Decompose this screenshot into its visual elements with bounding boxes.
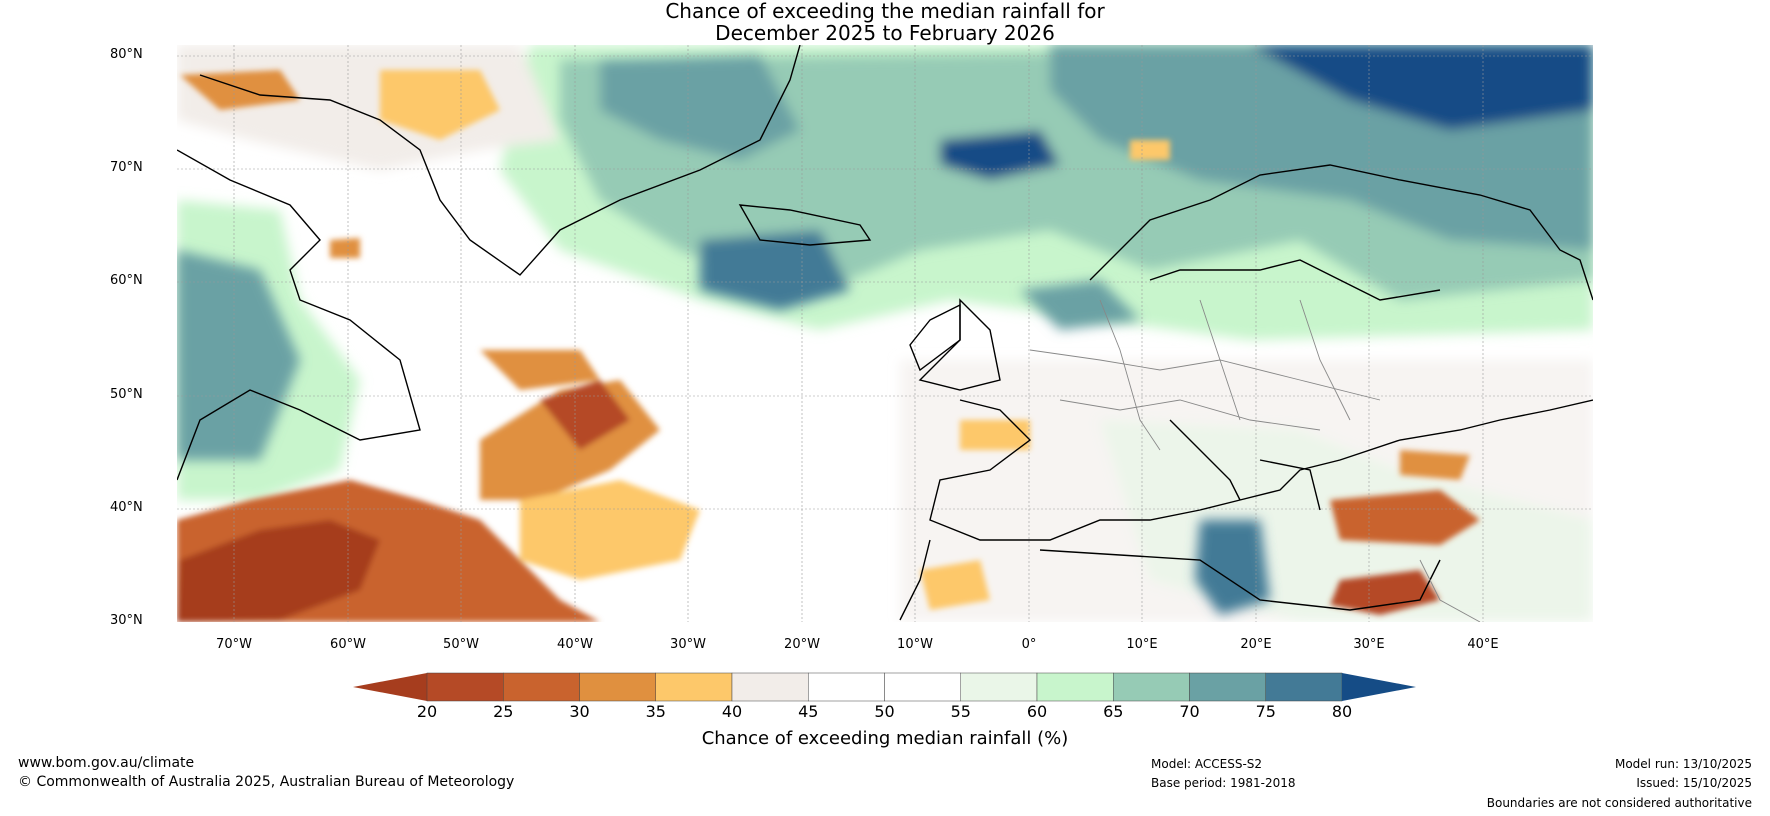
colorbar-tick-label: 40 xyxy=(721,702,743,721)
lon-label-20w: 20°W xyxy=(784,637,820,652)
colorbar-extend-high xyxy=(1342,673,1416,701)
colorbar-segment xyxy=(655,672,733,702)
colorbar-tick-label: 80 xyxy=(1331,702,1353,721)
map-title: Chance of exceeding the median rainfall … xyxy=(0,0,1770,44)
footer-website: www.bom.gov.au/climate xyxy=(18,755,195,771)
colorbar-segment xyxy=(1113,672,1190,702)
colorbar-tick-label: 30 xyxy=(569,702,590,721)
colorbar-tick-label: 55 xyxy=(950,702,971,721)
footer-model-run: Model run: 13/10/2025 xyxy=(1614,757,1752,771)
footer-base-period: Base period: 1981-2018 xyxy=(1151,776,1296,790)
colorbar-tick-label: 65 xyxy=(1103,702,1124,721)
colorbar-tick-label: 75 xyxy=(1255,702,1276,721)
lat-label-30n: 30°N xyxy=(110,613,143,628)
lon-label-10e: 10°E xyxy=(1126,637,1158,652)
lon-label-60w: 60°W xyxy=(330,637,366,652)
colorbar-segment xyxy=(808,672,885,702)
lat-label-40n: 40°N xyxy=(110,500,143,515)
footer-issued: Issued: 15/10/2025 xyxy=(1636,776,1752,790)
lon-label-50w: 50°W xyxy=(443,637,479,652)
map-field xyxy=(177,45,1593,622)
title-line-1: Chance of exceeding the median rainfall … xyxy=(665,0,1105,23)
borders xyxy=(1029,299,1481,622)
lon-label-0: 0° xyxy=(1021,637,1037,652)
colorbar-tick-label: 45 xyxy=(798,702,819,721)
colorbar-tick-label: 50 xyxy=(874,702,895,721)
lon-label-30e: 30°E xyxy=(1353,637,1385,652)
graticule xyxy=(177,45,1593,622)
colorbar-segment xyxy=(503,672,580,702)
colorbar-tick-label: 70 xyxy=(1179,702,1200,721)
colorbar-segment xyxy=(884,672,961,702)
title-line-2: December 2025 to February 2026 xyxy=(715,21,1055,45)
colorbar-segment xyxy=(426,672,504,702)
colorbar-label: Chance of exceeding median rainfall (%) xyxy=(701,728,1069,749)
colorbar-extend-low xyxy=(353,673,427,701)
footer-model: Model: ACCESS-S2 xyxy=(1151,757,1263,771)
lon-label-10w: 10°W xyxy=(897,637,933,652)
lat-label-70n: 70°N xyxy=(110,160,143,175)
colorbar-segment xyxy=(1189,672,1266,702)
lon-label-40w: 40°W xyxy=(557,637,593,652)
footer-disclaimer: Boundaries are not considered authoritat… xyxy=(1486,796,1752,810)
colorbar-tick-label: 25 xyxy=(493,702,514,721)
lat-label-80n: 80°N xyxy=(110,47,143,62)
lon-label-70w: 70°W xyxy=(216,637,252,652)
colorbar-segment xyxy=(1265,672,1343,702)
lat-label-60n: 60°N xyxy=(110,273,143,288)
lon-label-20e: 20°E xyxy=(1240,637,1272,652)
colorbar-segment xyxy=(731,672,809,702)
lon-label-30w: 30°W xyxy=(670,637,706,652)
colorbar-segment xyxy=(1036,672,1114,702)
colorbar-segment xyxy=(579,672,656,702)
lon-label-40e: 40°E xyxy=(1467,637,1499,652)
coastlines xyxy=(177,45,1593,621)
footer-copyright: © Commonwealth of Australia 2025, Austra… xyxy=(18,774,515,790)
colorbar-tick-label: 20 xyxy=(416,702,438,721)
colorbar-tick-label: 60 xyxy=(1026,702,1048,721)
colorbar-tick-label: 35 xyxy=(645,702,666,721)
lat-label-50n: 50°N xyxy=(110,387,143,402)
colorbar-segment xyxy=(960,672,1038,702)
